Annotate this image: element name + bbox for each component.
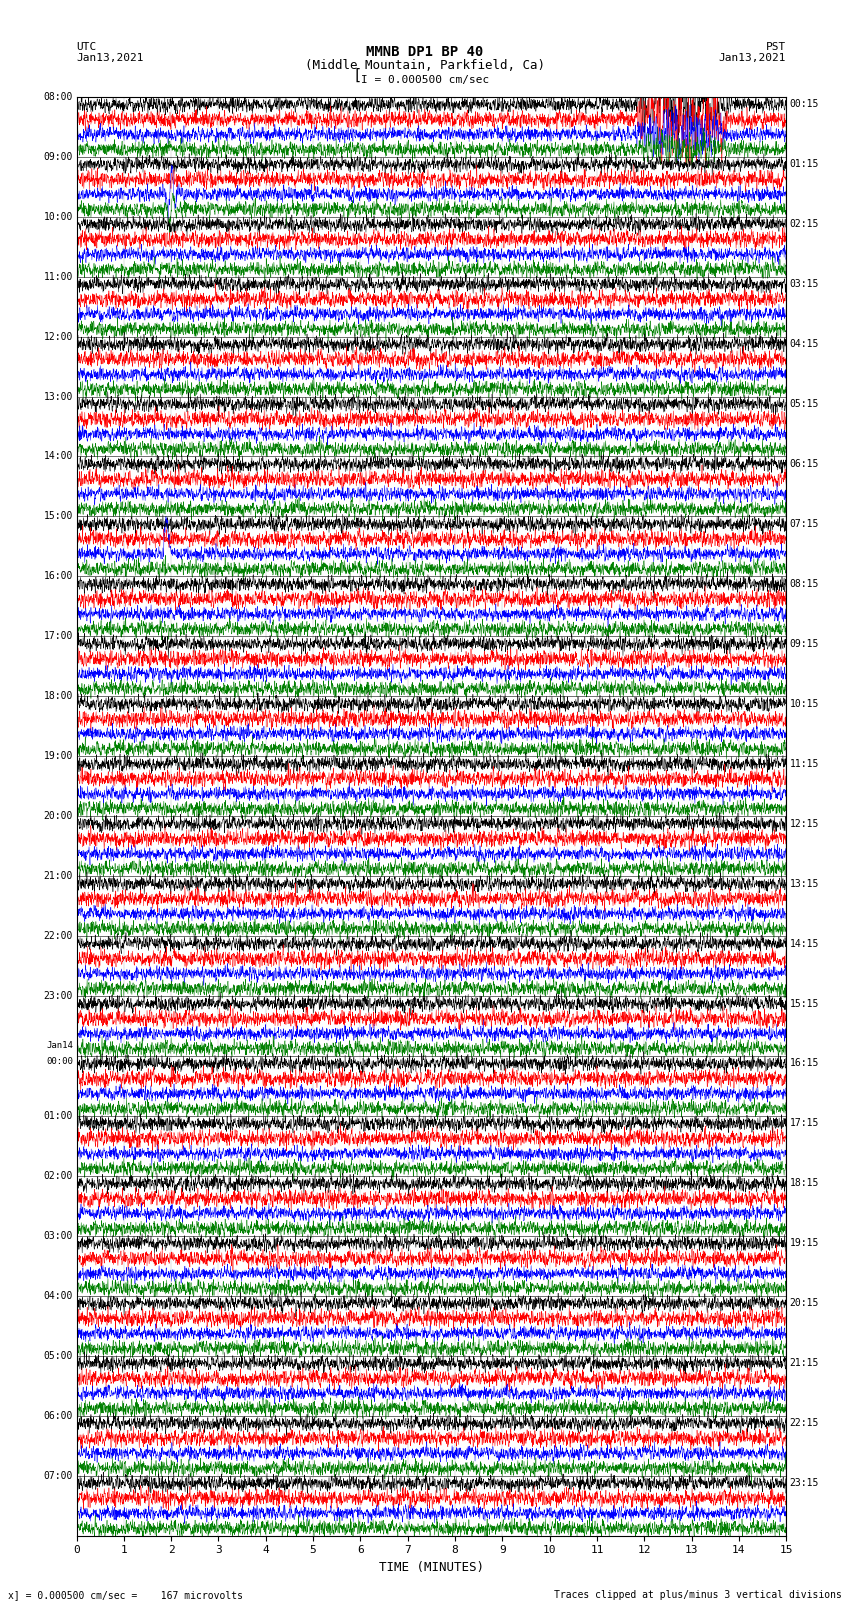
Text: 20:00: 20:00 — [43, 811, 73, 821]
Text: 18:15: 18:15 — [790, 1179, 819, 1189]
Text: 17:00: 17:00 — [43, 631, 73, 642]
Text: 04:15: 04:15 — [790, 339, 819, 348]
Text: 06:15: 06:15 — [790, 460, 819, 469]
Text: 19:15: 19:15 — [790, 1239, 819, 1248]
Text: I = 0.000500 cm/sec: I = 0.000500 cm/sec — [361, 74, 489, 84]
Text: x] = 0.000500 cm/sec =    167 microvolts: x] = 0.000500 cm/sec = 167 microvolts — [8, 1590, 243, 1600]
Text: 17:15: 17:15 — [790, 1118, 819, 1129]
Text: 22:00: 22:00 — [43, 931, 73, 940]
Text: 11:15: 11:15 — [790, 758, 819, 769]
Text: 07:15: 07:15 — [790, 519, 819, 529]
Text: 09:00: 09:00 — [43, 152, 73, 161]
Text: 08:00: 08:00 — [43, 92, 73, 102]
Text: 19:00: 19:00 — [43, 752, 73, 761]
Text: 21:00: 21:00 — [43, 871, 73, 881]
Text: PST: PST — [766, 42, 786, 52]
Text: 01:15: 01:15 — [790, 160, 819, 169]
Text: UTC: UTC — [76, 42, 97, 52]
Text: 00:00: 00:00 — [46, 1058, 73, 1066]
Text: 05:15: 05:15 — [790, 398, 819, 410]
Text: 13:15: 13:15 — [790, 879, 819, 889]
Text: 23:00: 23:00 — [43, 990, 73, 1002]
Text: 16:15: 16:15 — [790, 1058, 819, 1068]
Text: 03:00: 03:00 — [43, 1231, 73, 1240]
Text: (Middle Mountain, Parkfield, Ca): (Middle Mountain, Parkfield, Ca) — [305, 58, 545, 71]
Text: 22:15: 22:15 — [790, 1418, 819, 1428]
Text: 02:15: 02:15 — [790, 219, 819, 229]
Text: 10:00: 10:00 — [43, 211, 73, 221]
Text: MMNB DP1 BP 40: MMNB DP1 BP 40 — [366, 45, 484, 58]
Text: 01:00: 01:00 — [43, 1111, 73, 1121]
Text: 13:00: 13:00 — [43, 392, 73, 402]
Text: 00:15: 00:15 — [790, 100, 819, 110]
Text: 08:15: 08:15 — [790, 579, 819, 589]
Text: 20:15: 20:15 — [790, 1298, 819, 1308]
Text: 23:15: 23:15 — [790, 1478, 819, 1489]
Text: 02:00: 02:00 — [43, 1171, 73, 1181]
Text: 14:00: 14:00 — [43, 452, 73, 461]
Text: 10:15: 10:15 — [790, 698, 819, 708]
Text: 09:15: 09:15 — [790, 639, 819, 648]
Text: 21:15: 21:15 — [790, 1358, 819, 1368]
Text: 11:00: 11:00 — [43, 271, 73, 282]
Text: 07:00: 07:00 — [43, 1471, 73, 1481]
Text: 15:00: 15:00 — [43, 511, 73, 521]
Text: 18:00: 18:00 — [43, 692, 73, 702]
Text: Jan13,2021: Jan13,2021 — [76, 53, 144, 63]
Text: 14:15: 14:15 — [790, 939, 819, 948]
Text: 16:00: 16:00 — [43, 571, 73, 581]
Text: [: [ — [352, 68, 361, 84]
Text: Jan13,2021: Jan13,2021 — [719, 53, 786, 63]
Text: 06:00: 06:00 — [43, 1411, 73, 1421]
Text: Traces clipped at plus/minus 3 vertical divisions: Traces clipped at plus/minus 3 vertical … — [553, 1590, 842, 1600]
Text: 12:15: 12:15 — [790, 819, 819, 829]
Text: 12:00: 12:00 — [43, 332, 73, 342]
Text: 03:15: 03:15 — [790, 279, 819, 289]
Text: 15:15: 15:15 — [790, 998, 819, 1008]
Text: Jan14: Jan14 — [46, 1042, 73, 1050]
Text: 05:00: 05:00 — [43, 1350, 73, 1361]
X-axis label: TIME (MINUTES): TIME (MINUTES) — [379, 1561, 484, 1574]
Text: 04:00: 04:00 — [43, 1290, 73, 1300]
